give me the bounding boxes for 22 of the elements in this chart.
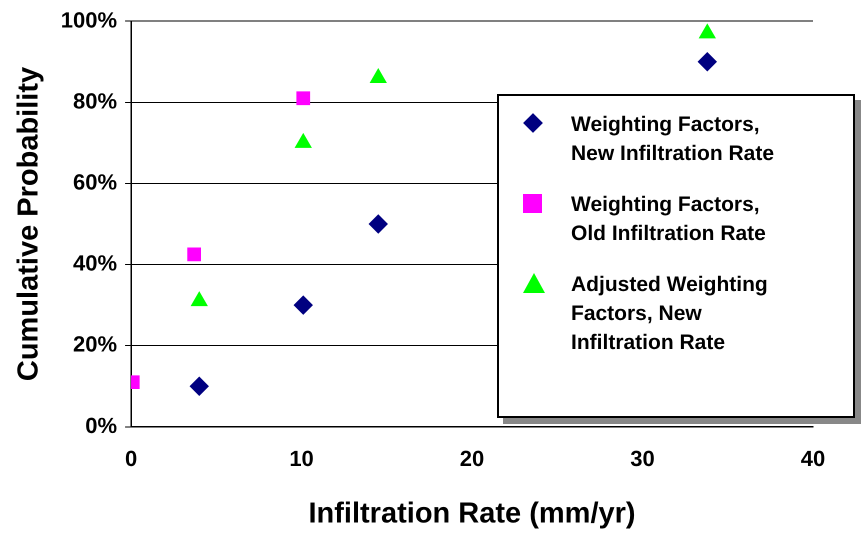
point [190,376,209,396]
y-tick-label: 80% [73,88,118,114]
point [294,296,313,315]
point [699,24,716,38]
legend-label: Adjusted Weighting Factors, New Infiltration Rate [571,272,769,356]
x-axis-title: Infiltration Rate (mm/yr) [308,498,636,530]
y-axis-title: Cumulative Probability [12,66,44,382]
y-tick-label: 40% [73,250,118,276]
legend-label: Weighting Factors, Old Infiltration Rate [571,192,767,247]
point [294,133,312,148]
y-tick-label: 0% [85,412,118,438]
y-tick-label: 100% [60,7,118,32]
legend-label: Weighting Factors, New Infiltration Rate [571,112,776,167]
x-tick-label: 0 [124,446,138,472]
x-tick-label: 10 [289,446,314,472]
point [370,68,387,83]
y-tick-label: 60% [73,170,118,195]
y-tick-label: 20% [73,332,118,357]
x-tick-label: 30 [630,446,655,472]
x-tick-label: 20 [460,446,484,472]
x-tick-label: 40 [800,446,826,472]
point [368,214,388,234]
